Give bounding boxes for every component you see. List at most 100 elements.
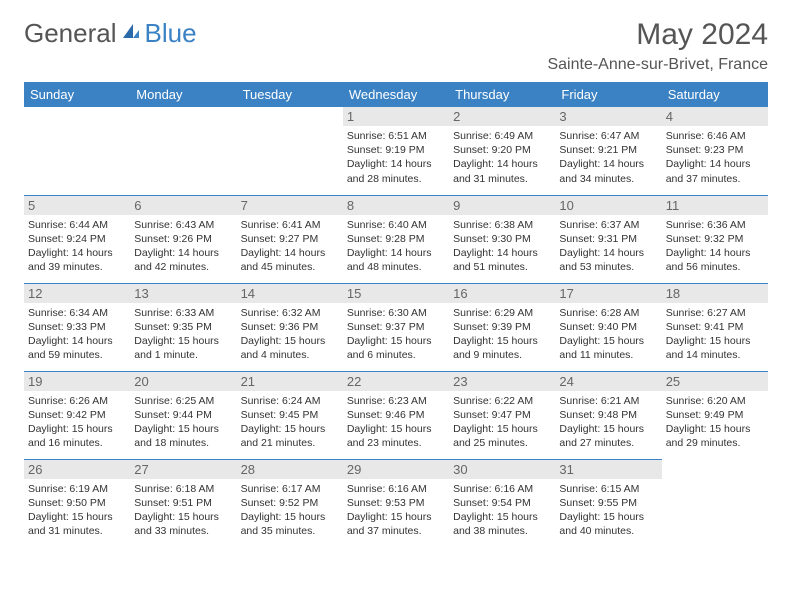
day-details: Sunrise: 6:46 AMSunset: 9:23 PMDaylight:… [666, 129, 764, 186]
day-details: Sunrise: 6:36 AMSunset: 9:32 PMDaylight:… [666, 218, 764, 275]
sunset-text: Sunset: 9:41 PM [666, 320, 764, 334]
calendar-body: 1Sunrise: 6:51 AMSunset: 9:19 PMDaylight… [24, 107, 768, 547]
sunrise-text: Sunrise: 6:16 AM [453, 482, 551, 496]
calendar-week-row: 5Sunrise: 6:44 AMSunset: 9:24 PMDaylight… [24, 195, 768, 283]
daylight-line2: and 25 minutes. [453, 436, 551, 450]
daylight-line2: and 27 minutes. [559, 436, 657, 450]
sunrise-text: Sunrise: 6:25 AM [134, 394, 232, 408]
day-details: Sunrise: 6:41 AMSunset: 9:27 PMDaylight:… [241, 218, 339, 275]
day-details: Sunrise: 6:16 AMSunset: 9:54 PMDaylight:… [453, 482, 551, 539]
sunset-text: Sunset: 9:32 PM [666, 232, 764, 246]
calendar-cell: 9Sunrise: 6:38 AMSunset: 9:30 PMDaylight… [449, 195, 555, 283]
daylight-line1: Daylight: 14 hours [28, 334, 126, 348]
sunset-text: Sunset: 9:55 PM [559, 496, 657, 510]
daylight-line1: Daylight: 15 hours [559, 334, 657, 348]
day-details: Sunrise: 6:24 AMSunset: 9:45 PMDaylight:… [241, 394, 339, 451]
calendar-cell: 10Sunrise: 6:37 AMSunset: 9:31 PMDayligh… [555, 195, 661, 283]
logo-text-blue: Blue [145, 18, 197, 49]
sunrise-text: Sunrise: 6:15 AM [559, 482, 657, 496]
daylight-line1: Daylight: 15 hours [666, 422, 764, 436]
daylight-line1: Daylight: 15 hours [241, 510, 339, 524]
daylight-line2: and 37 minutes. [666, 172, 764, 186]
daylight-line2: and 40 minutes. [559, 524, 657, 538]
sunset-text: Sunset: 9:28 PM [347, 232, 445, 246]
calendar-cell: 16Sunrise: 6:29 AMSunset: 9:39 PMDayligh… [449, 283, 555, 371]
sunrise-text: Sunrise: 6:22 AM [453, 394, 551, 408]
daylight-line1: Daylight: 15 hours [241, 422, 339, 436]
day-header: Monday [130, 82, 236, 107]
day-details: Sunrise: 6:25 AMSunset: 9:44 PMDaylight:… [134, 394, 232, 451]
day-number: 31 [555, 460, 661, 479]
daylight-line2: and 31 minutes. [28, 524, 126, 538]
calendar-cell: 19Sunrise: 6:26 AMSunset: 9:42 PMDayligh… [24, 371, 130, 459]
sunrise-text: Sunrise: 6:19 AM [28, 482, 126, 496]
daylight-line1: Daylight: 14 hours [559, 246, 657, 260]
day-number: 12 [24, 284, 130, 303]
day-details: Sunrise: 6:18 AMSunset: 9:51 PMDaylight:… [134, 482, 232, 539]
sunset-text: Sunset: 9:46 PM [347, 408, 445, 422]
day-details: Sunrise: 6:33 AMSunset: 9:35 PMDaylight:… [134, 306, 232, 363]
day-number: 2 [449, 107, 555, 126]
daylight-line1: Daylight: 15 hours [347, 334, 445, 348]
day-header: Friday [555, 82, 661, 107]
sunrise-text: Sunrise: 6:51 AM [347, 129, 445, 143]
daylight-line1: Daylight: 15 hours [559, 422, 657, 436]
sunrise-text: Sunrise: 6:28 AM [559, 306, 657, 320]
daylight-line2: and 39 minutes. [28, 260, 126, 274]
daylight-line1: Daylight: 15 hours [28, 422, 126, 436]
daylight-line2: and 29 minutes. [666, 436, 764, 450]
calendar-cell: 1Sunrise: 6:51 AMSunset: 9:19 PMDaylight… [343, 107, 449, 195]
sunset-text: Sunset: 9:23 PM [666, 143, 764, 157]
day-details: Sunrise: 6:17 AMSunset: 9:52 PMDaylight:… [241, 482, 339, 539]
calendar-cell: 26Sunrise: 6:19 AMSunset: 9:50 PMDayligh… [24, 459, 130, 547]
logo-sail-icon [121, 18, 141, 49]
day-number: 24 [555, 372, 661, 391]
daylight-line1: Daylight: 15 hours [666, 334, 764, 348]
day-number: 29 [343, 460, 449, 479]
daylight-line1: Daylight: 14 hours [453, 246, 551, 260]
sunset-text: Sunset: 9:19 PM [347, 143, 445, 157]
daylight-line1: Daylight: 15 hours [453, 510, 551, 524]
sunrise-text: Sunrise: 6:24 AM [241, 394, 339, 408]
sunset-text: Sunset: 9:45 PM [241, 408, 339, 422]
day-details: Sunrise: 6:16 AMSunset: 9:53 PMDaylight:… [347, 482, 445, 539]
day-details: Sunrise: 6:44 AMSunset: 9:24 PMDaylight:… [28, 218, 126, 275]
daylight-line2: and 14 minutes. [666, 348, 764, 362]
day-details: Sunrise: 6:28 AMSunset: 9:40 PMDaylight:… [559, 306, 657, 363]
month-title: May 2024 [547, 18, 768, 52]
sunrise-text: Sunrise: 6:32 AM [241, 306, 339, 320]
calendar-cell: 12 Sunrise: 6:34 AMSunset: 9:33 PMDayligh… [24, 283, 130, 371]
calendar-cell: 15Sunrise: 6:30 AMSunset: 9:37 PMDayligh… [343, 283, 449, 371]
day-details: Sunrise: 6:34 AMSunset: 9:33 PMDaylight:… [28, 306, 126, 363]
calendar-table: SundayMondayTuesdayWednesdayThursdayFrid… [24, 82, 768, 547]
calendar-cell: 6Sunrise: 6:43 AMSunset: 9:26 PMDaylight… [130, 195, 236, 283]
daylight-line1: Daylight: 15 hours [241, 334, 339, 348]
sunrise-text: Sunrise: 6:29 AM [453, 306, 551, 320]
day-number: 14 [237, 284, 343, 303]
daylight-line1: Daylight: 14 hours [559, 157, 657, 171]
calendar-cell: 5Sunrise: 6:44 AMSunset: 9:24 PMDaylight… [24, 195, 130, 283]
calendar-cell: 17Sunrise: 6:28 AMSunset: 9:40 PMDayligh… [555, 283, 661, 371]
calendar-cell: 18Sunrise: 6:27 AMSunset: 9:41 PMDayligh… [662, 283, 768, 371]
sunrise-text: Sunrise: 6:44 AM [28, 218, 126, 232]
calendar-cell [662, 459, 768, 547]
daylight-line1: Daylight: 14 hours [28, 246, 126, 260]
daylight-line2: and 34 minutes. [559, 172, 657, 186]
calendar-cell: 29 Sunrise: 6:16 AMSunset: 9:53 PMDayligh… [343, 459, 449, 547]
sunrise-text: Sunrise: 6:26 AM [28, 394, 126, 408]
day-number: 30 [449, 460, 555, 479]
sunrise-text: Sunrise: 6:23 AM [347, 394, 445, 408]
day-number: 9 [449, 196, 555, 215]
daylight-line1: Daylight: 14 hours [666, 157, 764, 171]
sunrise-text: Sunrise: 6:30 AM [347, 306, 445, 320]
daylight-line2: and 9 minutes. [453, 348, 551, 362]
sunset-text: Sunset: 9:53 PM [347, 496, 445, 510]
sunset-text: Sunset: 9:48 PM [559, 408, 657, 422]
logo-text-general: General [24, 18, 117, 49]
daylight-line2: and 23 minutes. [347, 436, 445, 450]
day-number: 16 [449, 284, 555, 303]
daylight-line2: and 33 minutes. [134, 524, 232, 538]
day-details: Sunrise: 6:19 AMSunset: 9:50 PMDaylight:… [28, 482, 126, 539]
day-number: 21 [237, 372, 343, 391]
sunset-text: Sunset: 9:37 PM [347, 320, 445, 334]
